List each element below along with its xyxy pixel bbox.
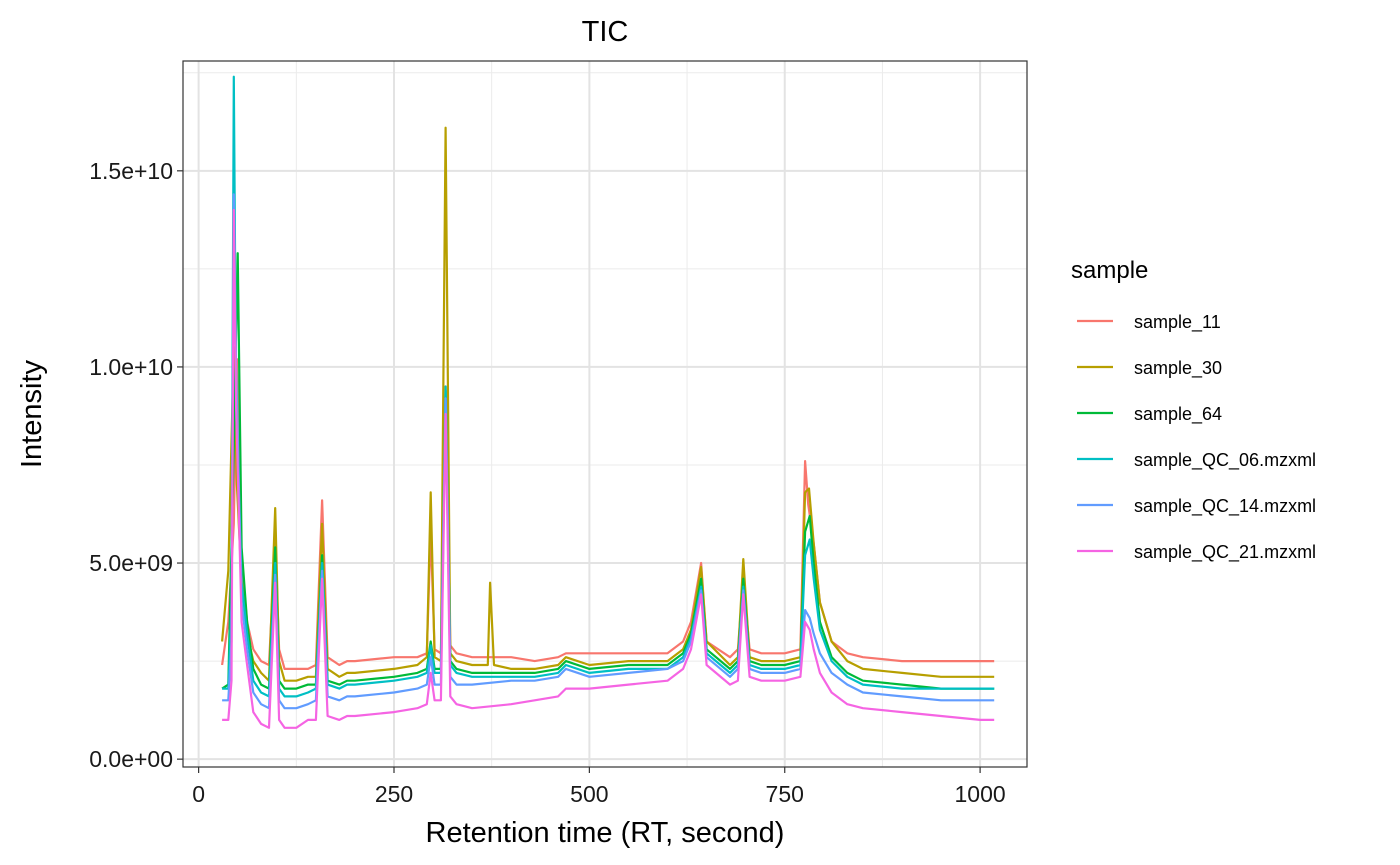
y-axis: 0.0e+00 5.0e+09 1.0e+10 1.5e+10 — [89, 158, 183, 772]
series-line-6 — [222, 208, 995, 729]
y-tick-label: 5.0e+09 — [89, 550, 173, 576]
legend-label: sample_QC_06.mzxml — [1134, 450, 1316, 471]
legend-label: sample_64 — [1134, 404, 1222, 425]
y-axis-title: Intensity — [16, 360, 48, 468]
legend-label: sample_QC_21.mzxml — [1134, 542, 1316, 563]
y-tick-label: 1.5e+10 — [89, 158, 173, 184]
legend-label: sample_11 — [1134, 312, 1221, 333]
x-tick-label: 500 — [570, 781, 608, 807]
x-tick-label: 750 — [766, 781, 804, 807]
legend-label: sample_30 — [1134, 358, 1222, 379]
legend: sample sample_11sample_30sample_64sample… — [1071, 257, 1316, 563]
y-tick-label: 1.0e+10 — [89, 354, 173, 380]
x-tick-label: 0 — [192, 781, 205, 807]
panel-border — [182, 60, 1028, 768]
legend-items: sample_11 sample_30 sample_64 sample_QC_06.… — [1077, 312, 1316, 563]
x-axis-title: Retention time (RT, second) — [426, 817, 785, 849]
x-tick-label: 250 — [375, 781, 413, 807]
series-line-2 — [221, 126, 995, 682]
y-tick-label: 0.0e+00 — [89, 746, 173, 772]
plot-panel — [182, 60, 1028, 768]
panel-background — [183, 61, 1027, 767]
x-axis: 0 250 500 750 1000 — [192, 767, 1006, 807]
chart-title: TIC — [582, 16, 629, 48]
legend-label: sample_QC_14.mzxml — [1134, 496, 1316, 517]
x-tick-label: 1000 — [955, 781, 1006, 807]
minor-gridlines — [183, 61, 1027, 767]
legend-title: sample — [1071, 257, 1148, 284]
series-layer — [221, 75, 995, 729]
